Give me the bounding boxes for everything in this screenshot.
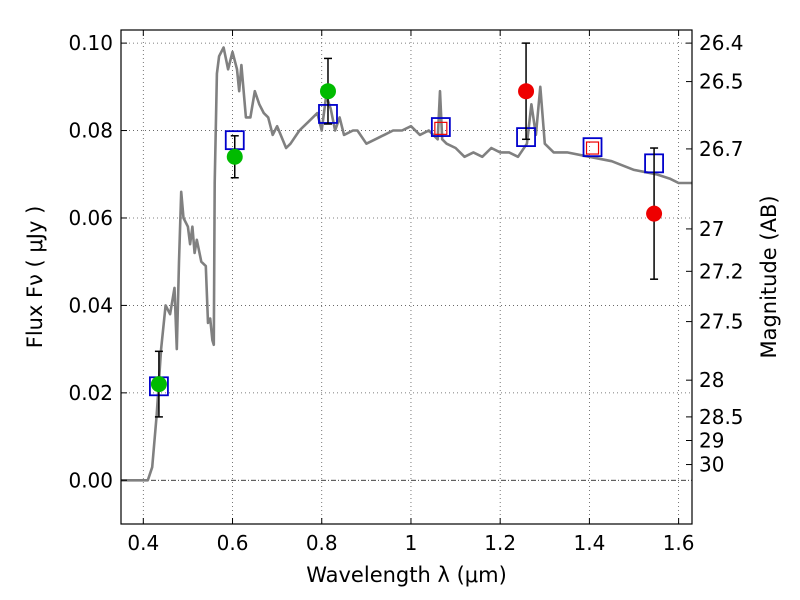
y-tick-label: 0.04 bbox=[68, 293, 113, 317]
upper-limit-point bbox=[646, 205, 663, 222]
axis-ticks bbox=[121, 30, 692, 524]
mag-tick-label: 27.5 bbox=[699, 310, 744, 334]
red-square-marker bbox=[585, 141, 600, 155]
error-bars bbox=[154, 42, 659, 418]
y-tick-label: 0.06 bbox=[68, 206, 113, 230]
detection-point bbox=[226, 148, 243, 165]
right-axis-label: Magnitude (AB) bbox=[757, 195, 781, 358]
x-tick-label: 0.6 bbox=[217, 531, 249, 555]
detection-point bbox=[150, 376, 167, 393]
mag-tick-label: 27 bbox=[699, 217, 724, 241]
model-band-box bbox=[582, 137, 603, 158]
observed-points bbox=[150, 83, 663, 393]
y-axis-label: Flux Fν ( μJy ) bbox=[23, 206, 47, 349]
x-tick-label: 0.8 bbox=[306, 531, 338, 555]
x-tick-label: 1.4 bbox=[573, 531, 605, 555]
red-square-marker bbox=[434, 121, 448, 135]
model-band-fluxes bbox=[149, 104, 664, 397]
y-tick-label: 0.02 bbox=[68, 381, 113, 405]
x-axis-label: Wavelength λ (μm) bbox=[306, 563, 507, 587]
mag-tick-label: 27.2 bbox=[699, 259, 744, 283]
x-tick-label: 1 bbox=[405, 531, 418, 555]
mag-tick-label: 28.5 bbox=[699, 405, 744, 429]
model-band-box bbox=[430, 117, 451, 137]
mag-tick-label: 26.7 bbox=[699, 137, 744, 161]
mag-tick-label: 26.4 bbox=[699, 31, 744, 55]
mag-tick-label: 30 bbox=[699, 453, 724, 477]
mag-tick-label: 26.5 bbox=[699, 70, 744, 94]
x-tick-label: 0.4 bbox=[127, 531, 159, 555]
upper-limit-point bbox=[518, 83, 535, 100]
mag-tick-label: 28 bbox=[699, 368, 724, 392]
model-spectrum-line bbox=[121, 46, 692, 482]
x-tick-label: 1.2 bbox=[484, 531, 516, 555]
mag-tick-label: 29 bbox=[699, 429, 724, 453]
x-tick-label: 1.6 bbox=[663, 531, 695, 555]
detection-point bbox=[319, 83, 336, 100]
tick-labels: 0.4 0.6 0.8 1 1.2 1.4 1.6 0.00 0.02 0.04 0.06 0.08 0… bbox=[68, 31, 743, 555]
y-tick-label: 0.08 bbox=[68, 119, 113, 143]
y-tick-label: 0.00 bbox=[68, 468, 113, 492]
plot-frame bbox=[120, 29, 693, 525]
model-spectrum bbox=[121, 46, 692, 482]
y-tick-label: 0.10 bbox=[68, 31, 113, 55]
